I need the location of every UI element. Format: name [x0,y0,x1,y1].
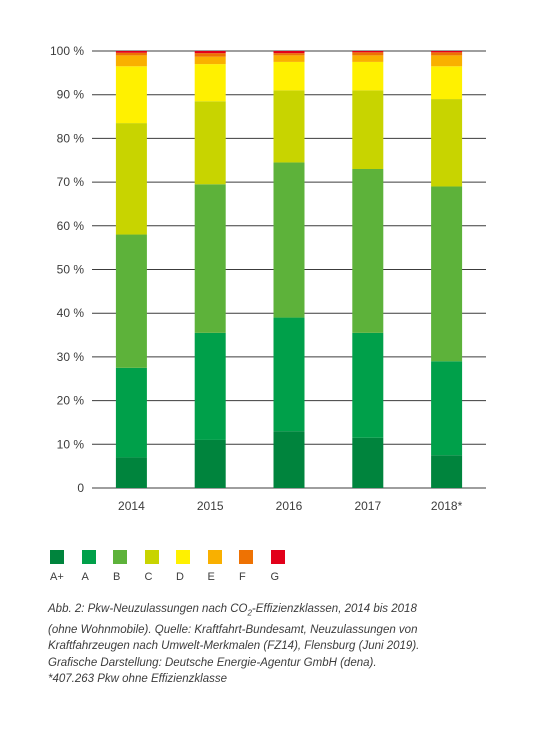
bar-segment [273,162,305,318]
legend-item: C [144,550,163,583]
legend-label: E [207,571,215,583]
legend-swatch [176,550,190,564]
bar-segment [431,66,463,100]
caption-subscript: 2 [247,608,252,618]
legend-swatch [50,550,64,564]
caption-text-part: -Effizienzklassen, 2014 bis 2018 [251,603,417,615]
bar-segment [431,99,463,187]
legend-item: E [207,550,226,583]
bar-segment [194,332,226,440]
y-tick-label: 100 % [50,44,84,58]
legend-label: A [81,571,89,583]
bar-segment [273,317,305,432]
bar-segment [352,55,384,62]
legend-swatch [113,550,127,564]
bar-segment [273,431,305,488]
bar-segment [115,52,147,56]
bar-segment [115,234,147,368]
bar-segment [115,457,147,488]
legend: A+ A B C D E F G [50,550,290,590]
y-tick-label: 0 [77,481,84,495]
y-tick-label: 10 % [57,437,85,451]
stacked-bar-chart: 100 % 90 % 80 % 70 % 60 % 50 % 40 % 30 % 20 % 10 … [50,44,486,513]
legend-label: B [113,571,121,583]
figure-caption: Abb. 2: Pkw-Neuzulassungen nach CO2-Effi… [48,601,498,688]
y-tick-label: 70 % [57,175,85,189]
caption-line-3: Kraftfahrzeugen nach Umwelt-Merkmalen (F… [48,640,420,653]
bar-segment [352,437,384,488]
bar-segment [115,55,147,67]
y-tick-label: 20 % [57,394,85,408]
bar-segment [194,439,226,488]
caption-line-1: Abb. 2: Pkw-Neuzulassungen nach CO2-Effi… [48,601,498,622]
bar-segment [273,53,305,56]
legend-item: A+ [50,550,68,583]
bar-segment [352,52,384,56]
x-axis-tick-labels: 2014 2015 2016 2017 2018* [118,499,463,513]
legend-label: D [176,571,184,583]
y-axis-tick-labels: 100 % 90 % 80 % 70 % 60 % 50 % 40 % 30 % 20 % 10 … [50,44,84,495]
legend-item: F [239,550,257,583]
bar-segment [194,101,226,185]
bar-segment [352,51,384,53]
bar-segment [273,55,305,62]
legend-swatch [207,550,222,564]
bar-segment [352,332,384,438]
bar-segment [273,51,305,54]
legend-label: C [144,571,153,583]
legend-item: D [176,550,194,583]
bar-segment [352,90,384,169]
bar-segment [352,61,384,91]
legend-swatch [81,550,96,564]
x-tick-label: 2014 [118,499,145,513]
bar-segment [431,455,463,488]
x-tick-label: 2016 [276,499,303,513]
y-tick-label: 60 % [57,219,85,233]
bar-segment [194,56,226,65]
caption-text-part: Abb. 2: Pkw-Neuzulassungen nach CO [48,603,248,615]
y-tick-label: 30 % [57,350,85,364]
caption-line-5: *407.263 Pkw ohne Effizienzklasse [48,673,227,686]
bar-segment [194,184,226,333]
bar-segment [115,51,147,53]
bar-segment [194,53,226,57]
y-tick-label: 90 % [57,88,85,102]
legend-swatch [144,550,159,564]
bar-segment [115,66,147,124]
y-tick-label: 80 % [57,131,85,145]
bar-segment [194,64,226,102]
bar-segment [352,168,384,333]
caption-line-2: (ohne Wohnmobile). Quelle: Kraftfahrt-Bu… [48,623,418,636]
legend-item: B [113,550,131,583]
bar-segment [431,361,463,456]
bar-segment [431,186,463,362]
x-tick-label: 2017 [354,499,381,513]
y-tick-label: 40 % [57,306,85,320]
legend-label: F [239,571,246,583]
caption-line-4: Grafische Darstellung: Deutsche Energie-… [48,656,377,669]
bar-segment [115,123,147,235]
bar-segment [431,52,463,56]
bar-segment [273,61,305,91]
legend-label: A+ [50,571,64,583]
legend-item: G [270,550,289,583]
x-tick-label: 2018* [431,499,463,513]
bar-segment [273,90,305,163]
bar-segment [115,367,147,458]
legend-item: A [81,550,100,583]
legend-label: G [270,571,280,583]
bar-segment [194,51,226,54]
y-tick-label: 50 % [57,263,85,277]
x-tick-label: 2015 [197,499,224,513]
bar-segment [431,55,463,67]
bars [115,51,463,488]
bar-segment [431,51,463,53]
legend-swatch [270,550,285,564]
legend-swatch [239,550,253,564]
